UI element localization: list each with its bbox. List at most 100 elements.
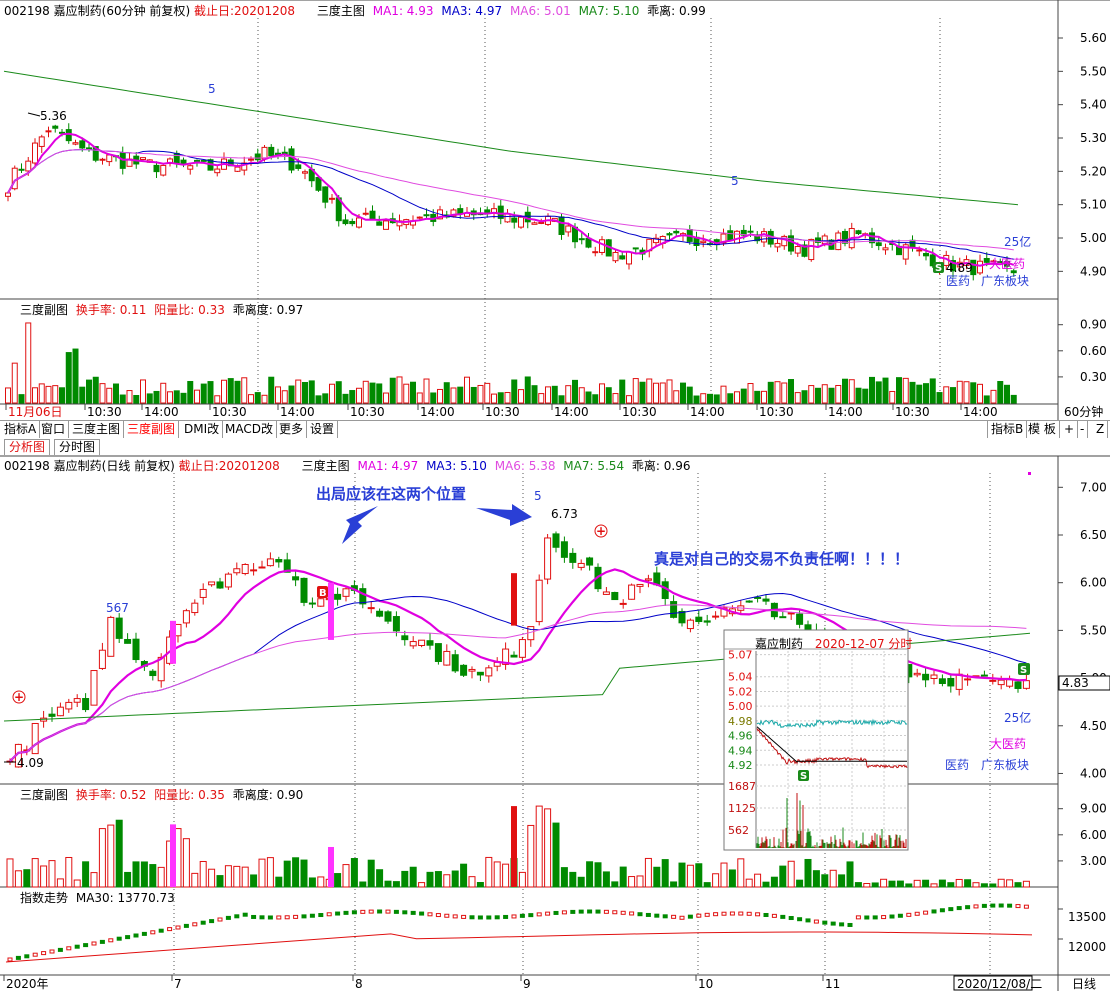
index-candle	[973, 904, 979, 909]
tab-window[interactable]: 窗口	[38, 421, 70, 438]
zoom-reset-button[interactable]: Z	[1093, 421, 1109, 438]
bottom-volume-bar	[678, 862, 686, 888]
yang-ratio-label: 阳量比	[154, 303, 191, 317]
index-candle	[965, 905, 971, 910]
tab-template[interactable]: 模 板	[1025, 421, 1060, 438]
index-candle	[595, 909, 601, 914]
tab-analysis-chart[interactable]: 分析图	[4, 439, 51, 455]
top-volume-bar	[720, 385, 727, 404]
top-volume-bar	[524, 376, 531, 404]
top-ma3-line	[7, 148, 1014, 260]
inset-index-line	[756, 718, 908, 729]
deviation-value: 0.97	[276, 303, 304, 317]
tab-macd[interactable]: MACD改	[222, 421, 277, 438]
top-candle-candle	[747, 230, 754, 233]
ma1-label: MA1	[372, 4, 399, 18]
index-candle	[49, 949, 55, 954]
top-candle-candle	[288, 148, 295, 171]
stock-code: 002198	[4, 4, 50, 18]
index-candle	[200, 920, 206, 925]
index-candle	[587, 909, 593, 914]
ma6-value: 5.01	[544, 4, 571, 18]
top-candle-candle	[234, 166, 241, 172]
index-candle	[948, 907, 954, 912]
tab-intraday-chart[interactable]: 分时图	[54, 439, 101, 455]
top-candle-candle	[248, 158, 254, 161]
bottom-volume-bar	[1022, 880, 1030, 888]
top-volume-bar	[970, 382, 977, 404]
plus-marker-glyph: +	[14, 690, 24, 704]
bottom-volume-bar	[65, 856, 73, 888]
top-volume-bar	[889, 390, 896, 404]
top-volume-bar	[457, 386, 464, 404]
bottom-volume-bar	[182, 838, 190, 888]
bottom-main-y-tick-label: 4.00	[1080, 766, 1107, 780]
index-candle	[15, 955, 21, 960]
bottom-volume-bar	[602, 871, 610, 888]
index-header: 指数走势 MA30: 13770.73	[4, 889, 175, 906]
sector-label: 大医药	[990, 737, 1026, 751]
bottom-candle-candle	[577, 562, 585, 568]
tab-indicator-b[interactable]: 指标B	[987, 421, 1028, 438]
index-candle	[494, 915, 500, 920]
indicator-name[interactable]: 三度副图	[20, 303, 69, 317]
index-candle	[847, 922, 853, 927]
bottom-volume-bar	[124, 871, 132, 888]
bottom-candle-candle	[434, 643, 442, 662]
top-main-y-tick-label: 5.20	[1080, 164, 1107, 178]
bottom-volume-bar	[804, 858, 812, 888]
index-candle	[242, 912, 248, 917]
top-volume-bar	[585, 391, 592, 404]
index-candle	[66, 946, 72, 951]
tab-indicator-a[interactable]: 指标A	[1, 421, 41, 438]
index-candle	[914, 911, 920, 916]
bottom-candle-candle	[510, 654, 518, 658]
deviation-label: 乖离度	[232, 303, 269, 317]
index-candle	[141, 931, 147, 936]
index-candle	[452, 914, 458, 919]
zoom-in-button[interactable]: +	[1061, 421, 1079, 438]
inset-avg-line	[756, 726, 907, 763]
index-candle	[1007, 903, 1013, 908]
top-volume-bar	[477, 384, 484, 404]
bottom-volume-bar	[48, 860, 56, 888]
tab-main-indicator[interactable]: 三度主图	[69, 421, 125, 438]
top-candle-candle	[592, 251, 599, 254]
bottom-volume-bar	[149, 864, 157, 888]
top-candle-candle	[140, 157, 146, 160]
inset-y-tick-label: 4.94	[728, 744, 753, 757]
indicator-name[interactable]: 三度主图	[301, 459, 350, 473]
top-candle-candle	[383, 220, 389, 230]
top-candle-candle	[504, 213, 511, 223]
top-volume-bar	[956, 380, 963, 404]
tab-sub-indicator[interactable]: 三度副图	[124, 421, 180, 438]
tab-dmi[interactable]: DMI改	[181, 421, 224, 438]
top-volume-bar	[254, 392, 261, 404]
bottom-volume-bar	[451, 870, 459, 888]
top-volume-bar	[342, 393, 349, 404]
top-volume-bar	[11, 362, 18, 404]
tab-settings[interactable]: 设置	[307, 421, 339, 438]
indicator-name[interactable]: 三度副图	[20, 788, 69, 802]
bottom-volume-bar	[493, 861, 501, 888]
cutoff-date: 截止日:20201208	[178, 459, 280, 473]
zoom-out-button[interactable]: -	[1077, 421, 1089, 438]
bottom-volume-bar	[359, 881, 367, 888]
bottom-volume-bar	[535, 805, 543, 888]
bottom-volume-bar	[518, 871, 526, 888]
top-x-tick-label: 10:30	[759, 405, 794, 419]
top-candle-candle	[416, 216, 423, 219]
indicator-name[interactable]: 三度主图	[316, 4, 365, 18]
tab-more[interactable]: 更多	[276, 421, 308, 438]
top-candle-candle	[626, 251, 632, 265]
wave-label: 567	[106, 601, 129, 615]
top-volume-bar	[484, 382, 491, 404]
bottom-volume-bar	[770, 876, 778, 888]
bottom-volume-bar	[854, 882, 862, 888]
bottom-candle-candle	[552, 533, 560, 548]
annotation-complaint-note: 真是对自己的交易不负责任啊！！！！	[654, 550, 910, 568]
bottom-volume-bar	[670, 881, 678, 888]
index-indicator-name[interactable]: 指数走势	[20, 891, 69, 905]
index-candle	[32, 952, 38, 957]
